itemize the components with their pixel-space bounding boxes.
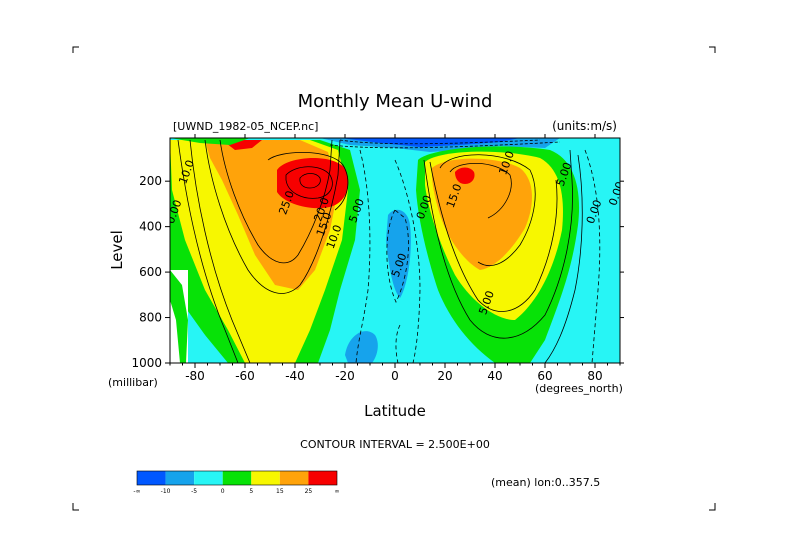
- y-axis-title: Level: [108, 230, 126, 270]
- colorbar-swatch: [165, 471, 195, 485]
- x-unit-label: (degrees_north): [535, 382, 623, 395]
- colorbar-label: 0: [221, 488, 225, 495]
- mean-text: (mean) lon:0..357.5: [491, 476, 600, 489]
- band-nh-red: [455, 167, 475, 184]
- y-tick-label: 800: [139, 311, 162, 325]
- colorbar-swatch: [194, 471, 223, 485]
- colorbar-label: ∞: [335, 488, 340, 495]
- band-sh-surface: [186, 320, 218, 363]
- colorbar-label: -10: [161, 488, 171, 495]
- band-missing-edge: [170, 270, 188, 363]
- colorbar-label: 5: [249, 488, 253, 495]
- x-tick-label: -20: [335, 369, 355, 383]
- colorbar-swatch: [279, 471, 309, 485]
- x-tick-label: -40: [285, 369, 305, 383]
- colorbar-swatch: [222, 471, 252, 485]
- band-eq-blue-low: [345, 331, 378, 363]
- colorbar-swatch: [137, 471, 166, 485]
- units-label: (units:m/s): [552, 119, 617, 133]
- colorbar-label: -∞: [133, 488, 140, 495]
- y-tick-label: 1000: [131, 356, 162, 370]
- colorbar-label: 15: [276, 488, 284, 495]
- y-tick-label: 600: [139, 265, 162, 279]
- x-axis-title: Latitude: [364, 402, 426, 420]
- x-tick-label: 20: [437, 369, 452, 383]
- x-tick-label: -80: [185, 369, 205, 383]
- plot-area: 10.025.0 20.015.010.05.000.005.000.00 15.0…: [170, 138, 620, 363]
- colorbar-swatch: [308, 471, 337, 485]
- y-axis: 200 400 600 800 1000: [131, 174, 624, 370]
- x-tick-label: 40: [487, 369, 502, 383]
- colorbar-label: -5: [191, 488, 197, 495]
- y-tick-label: 200: [139, 174, 162, 188]
- colorbar: -∞ -10 -5 0 5 15 25 ∞: [133, 470, 340, 495]
- band-nh-orange: [431, 158, 532, 270]
- band-top-dark: [340, 138, 520, 147]
- x-tick-label: 0: [391, 369, 399, 383]
- x-axis: -80 -60 -40 -20 0 20 40 60 80: [169, 134, 621, 383]
- colorbar-swatch: [251, 471, 280, 485]
- x-tick-label: 80: [587, 369, 602, 383]
- y-unit-label: (millibar): [108, 376, 158, 389]
- y-tick-label: 400: [139, 220, 162, 234]
- chart-title: Monthly Mean U-wind: [298, 91, 493, 112]
- crop-marks: [72, 46, 716, 511]
- contour-interval-text: CONTOUR INTERVAL = 2.500E+00: [300, 438, 490, 451]
- band-sh-green-edge: [170, 138, 250, 145]
- colorbar-label: 25: [305, 488, 313, 495]
- x-tick-label: 60: [537, 369, 552, 383]
- x-tick-label: -60: [235, 369, 255, 383]
- colorbar-frame: [136, 470, 338, 486]
- dataset-label: [UWND_1982-05_NCEP.nc]: [173, 120, 318, 133]
- contour-lines: [177, 139, 601, 363]
- band-sh-red-core: [277, 157, 349, 209]
